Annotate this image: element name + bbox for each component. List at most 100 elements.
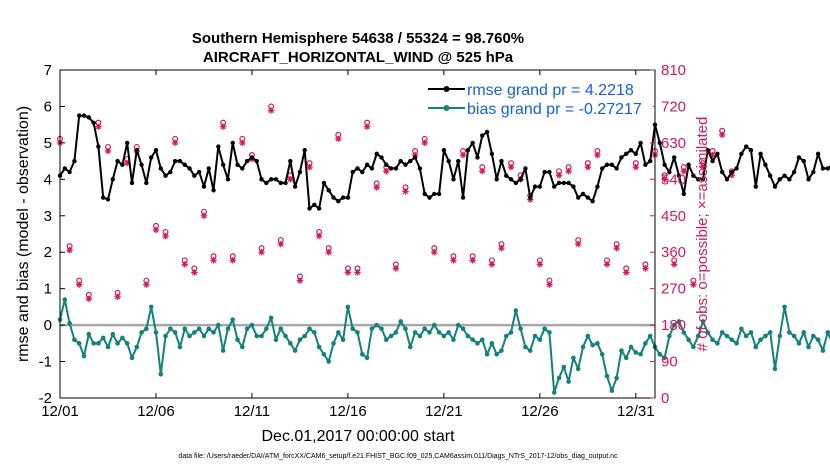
obs-assimilated-point — [277, 240, 284, 248]
obs-assimilated-point — [104, 147, 112, 155]
y-tick-label: 0 — [44, 317, 52, 334]
rmse-point — [432, 191, 437, 197]
bias-point — [436, 330, 442, 335]
rmse-point — [408, 158, 413, 164]
bias-point — [407, 344, 413, 350]
rmse-point — [100, 195, 106, 200]
bias-point — [326, 359, 332, 364]
obs-assimilated-point — [555, 172, 563, 179]
bias-point — [705, 330, 711, 335]
bias-point — [158, 372, 164, 377]
chart-title-line1: Southern Hemisphere 54638 / 55324 = 98.7… — [192, 30, 524, 47]
rmse-point — [230, 140, 235, 146]
rmse-point — [638, 140, 643, 146]
obs-assimilated-stroke — [153, 227, 159, 233]
x-tick-label: 12/31 — [617, 403, 655, 420]
rmse-point — [321, 180, 327, 186]
rmse-point — [326, 188, 331, 193]
bias-point — [216, 322, 221, 328]
rmse-point — [148, 155, 154, 160]
rmse-point — [729, 169, 734, 175]
x-tick-label: 12/06 — [137, 403, 175, 420]
bias-point — [571, 355, 576, 361]
y-right-tick-label: 720 — [661, 98, 686, 115]
bias-point — [321, 351, 327, 357]
x-axis: 12/01 12/06 12/11 12/16 12/21 12/26 12/31 — [41, 70, 655, 420]
rmse-point — [571, 184, 576, 189]
obs-assimilated-stroke — [105, 148, 111, 154]
rmse-series — [57, 113, 830, 211]
obs-assimilated-point — [670, 261, 678, 268]
rmse-point — [422, 191, 427, 197]
rmse-point — [62, 166, 67, 171]
y-right-tick-label: 540 — [661, 171, 686, 188]
bias-point — [801, 330, 807, 335]
rmse-point — [585, 195, 591, 200]
bias-point — [249, 322, 255, 328]
bias-point — [302, 333, 308, 339]
y-right-tick-label: 0 — [661, 390, 669, 407]
y-tick-label: 5 — [44, 135, 52, 152]
legend-bias-label: bias grand pr = -0.27217 — [467, 101, 642, 118]
obs-assimilated-stroke — [604, 261, 610, 268]
bias-point — [575, 366, 581, 372]
bias-point — [76, 341, 82, 346]
rmse-point — [537, 184, 543, 189]
rmse-point — [671, 155, 677, 160]
rmse-point — [177, 158, 183, 164]
bias-point — [604, 373, 610, 379]
rmse-point — [796, 155, 802, 160]
obs-assimilated-stroke — [422, 140, 428, 146]
y-right-tick-label: 180 — [661, 317, 686, 334]
bias-point — [307, 326, 312, 332]
rmse-point — [331, 195, 336, 200]
rmse-point — [681, 191, 686, 197]
obs-assimilated-point — [383, 168, 390, 175]
bias-point — [379, 326, 384, 332]
rmse-point — [187, 166, 192, 171]
rmse-point — [508, 177, 514, 182]
rmse-point — [624, 151, 629, 157]
rmse-point — [758, 151, 763, 157]
obs-assimilated-stroke — [546, 281, 553, 288]
rmse-point — [201, 184, 207, 189]
obs-assimilated-stroke — [239, 140, 246, 146]
obs-assimilated-stroke — [537, 261, 543, 268]
rmse-point — [648, 158, 653, 164]
rmse-point — [523, 166, 528, 171]
bias-point — [724, 333, 730, 339]
bias-point — [259, 333, 264, 339]
bias-point — [455, 322, 461, 328]
rmse-point — [710, 158, 715, 164]
bias-point — [240, 344, 245, 350]
obs-assimilated-stroke — [86, 296, 92, 302]
rmse-point — [787, 177, 792, 182]
bias-point — [254, 333, 260, 339]
bias-point — [537, 337, 543, 342]
obs-assimilated-point — [181, 261, 188, 268]
rmse-point — [436, 191, 442, 197]
rmse-point — [475, 155, 480, 160]
rmse-point — [547, 169, 552, 175]
rmse-point — [96, 144, 101, 149]
rmse-point — [782, 173, 787, 178]
bias-point — [355, 330, 360, 335]
rmse-point — [120, 162, 125, 167]
bias-point — [758, 337, 763, 342]
bias-point — [772, 366, 778, 372]
obs-assimilated-point — [75, 281, 83, 288]
bias-point — [590, 342, 595, 348]
obs-assimilated-point — [219, 123, 227, 130]
bias-point — [585, 333, 591, 339]
obs-assimilated-point — [690, 281, 697, 288]
rmse-point — [340, 195, 346, 200]
obs-assimilated-stroke — [95, 124, 102, 130]
bias-point — [484, 351, 490, 357]
bias-point — [225, 326, 231, 332]
bias-point — [312, 330, 317, 335]
y-right-tick-label: 450 — [661, 208, 686, 225]
legend-box — [425, 75, 653, 119]
rmse-point — [417, 166, 423, 171]
obs-assimilated-stroke — [489, 261, 495, 268]
rmse-point — [240, 166, 245, 171]
